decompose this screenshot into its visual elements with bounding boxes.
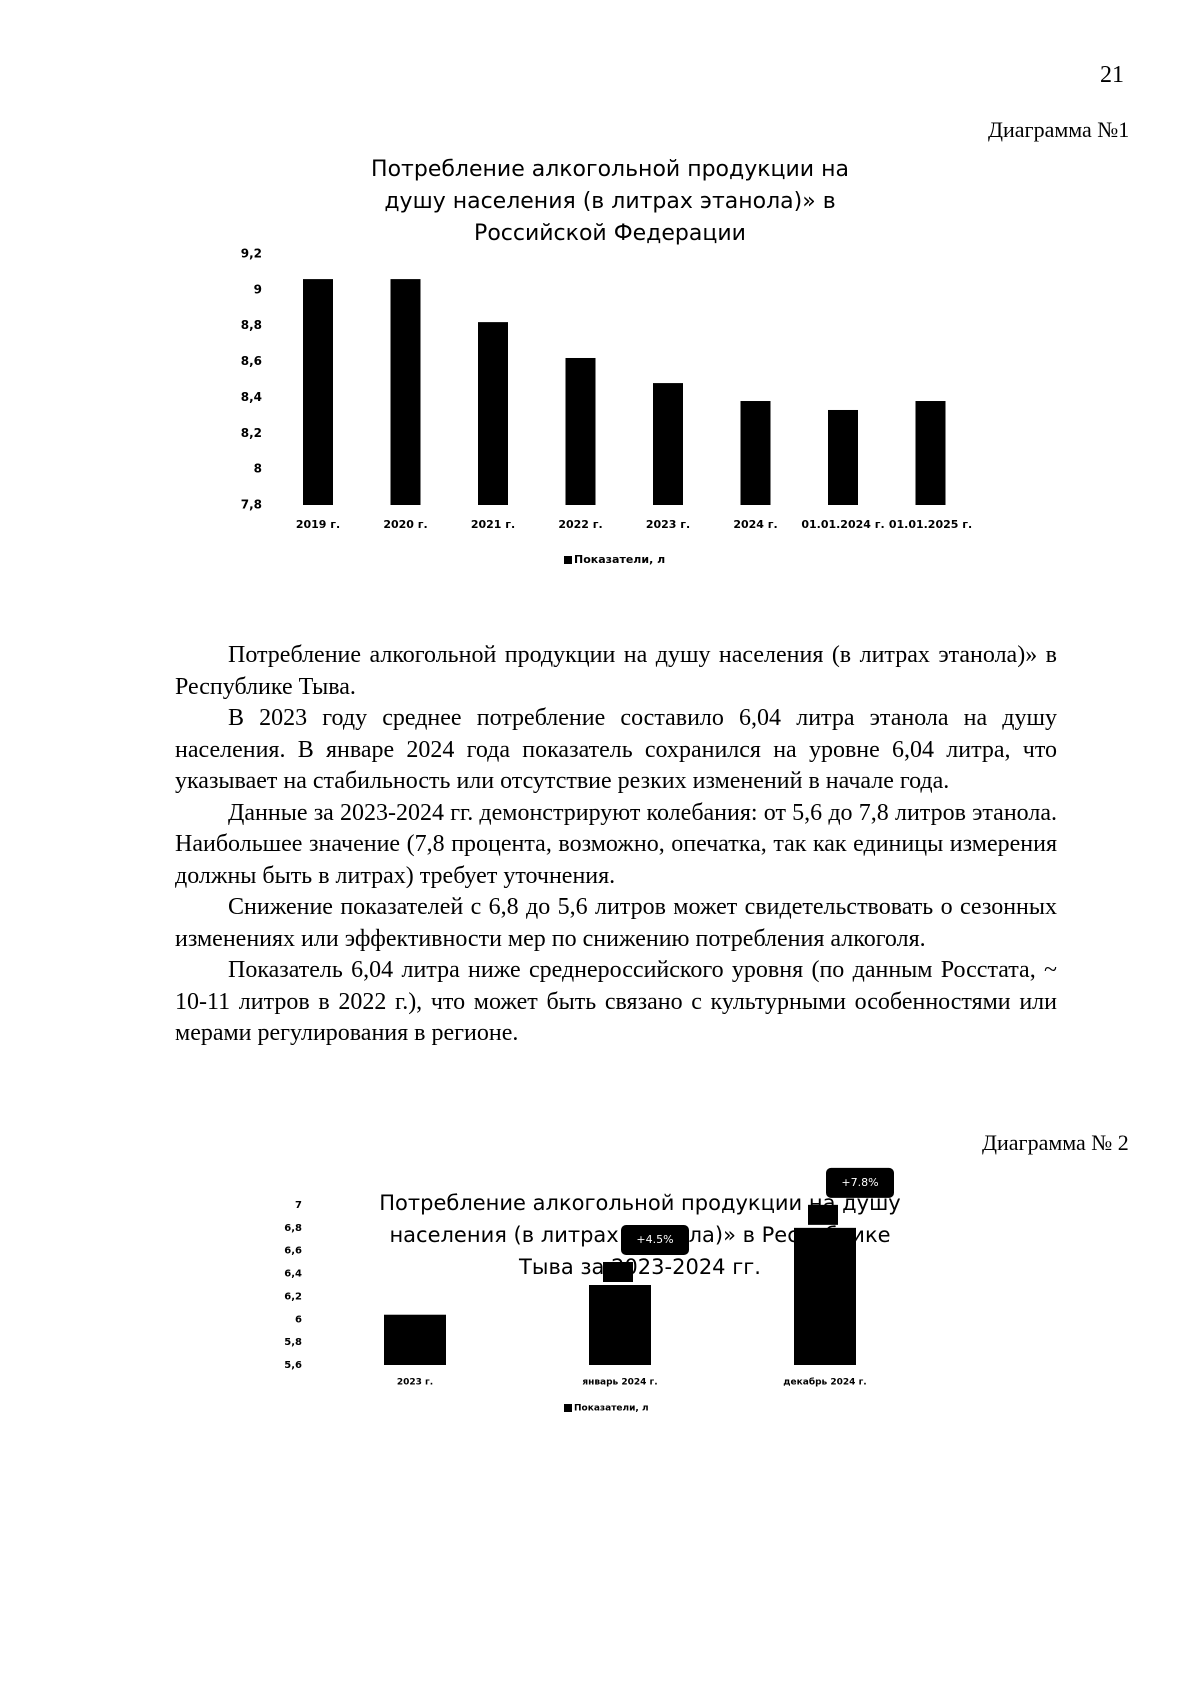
- legend-label: Показатели, л: [574, 553, 665, 566]
- bar: [565, 357, 596, 505]
- x-tick-label: 2024 г.: [733, 518, 777, 531]
- y-tick-label: 8: [254, 462, 262, 476]
- bar: [303, 279, 333, 505]
- x-tick-label: 01.01.2024 г.: [801, 518, 884, 531]
- y-tick-label: 5,6: [284, 1360, 302, 1371]
- y-tick-label: 6,4: [284, 1269, 302, 1280]
- diagram-label: Диаграмма №1: [988, 117, 1130, 142]
- legend-swatch: [564, 1404, 572, 1412]
- legend-swatch: [564, 556, 572, 564]
- body-text: Потребление алкогольной продукции на душ…: [175, 640, 1057, 1050]
- y-tick-label: 7: [295, 1200, 302, 1211]
- bar: [794, 1227, 856, 1365]
- paragraph: Данные за 2023-2024 гг. демонстрируют ко…: [175, 799, 1057, 889]
- y-tick-label: 8,4: [241, 390, 262, 404]
- paragraph: Снижение показателей с 6,8 до 5,6 литров…: [175, 894, 1057, 952]
- annotation: +4.5%: [636, 1233, 673, 1246]
- paragraph: Показатель 6,04 литра ниже среднероссийс…: [175, 957, 1057, 1046]
- paragraph: Потребление алкогольной продукции на душ…: [175, 642, 1057, 700]
- bar: [384, 1314, 446, 1365]
- x-tick-label: 2019 г.: [296, 518, 340, 531]
- annotation-marker: [603, 1262, 633, 1282]
- x-tick-label: 2021 г.: [471, 518, 515, 531]
- x-tick-label: 01.01.2025 г.: [889, 518, 972, 531]
- annotation-box: [621, 1225, 689, 1255]
- y-tick-label: 6,2: [284, 1291, 302, 1302]
- bar: [915, 401, 946, 505]
- x-tick-label: 2023 г.: [397, 1378, 433, 1388]
- annotation-box: [826, 1167, 894, 1198]
- y-tick-label: 7,8: [241, 498, 262, 512]
- bar: [589, 1285, 651, 1365]
- y-tick-label: 6,6: [284, 1246, 302, 1257]
- y-tick-label: 5,8: [284, 1337, 302, 1348]
- bar: [740, 401, 771, 505]
- paragraph: В 2023 году среднее потребление составил…: [175, 705, 1057, 794]
- y-tick-label: 6,8: [284, 1223, 302, 1234]
- x-tick-label: декабрь 2024 г.: [783, 1377, 866, 1388]
- x-tick-label: 2022 г.: [558, 518, 602, 531]
- page-number: 21: [1100, 62, 1124, 88]
- y-tick-label: 8,2: [241, 426, 262, 440]
- chart-title: Потребление алкогольной продукции на душ…: [371, 157, 849, 246]
- bar: [478, 322, 508, 505]
- bar: [390, 279, 421, 505]
- x-tick-label: январь 2024 г.: [582, 1378, 657, 1388]
- annotation: +7.8%: [841, 1176, 878, 1189]
- annotation-marker: [808, 1204, 838, 1225]
- x-tick-label: 2020 г.: [383, 518, 427, 531]
- bar: [653, 383, 683, 505]
- diagram-label: Диаграмма № 2: [982, 1130, 1129, 1155]
- y-tick-label: 9,2: [241, 247, 262, 261]
- legend-label: Показатели, л: [574, 1404, 649, 1414]
- y-tick-label: 9: [254, 282, 262, 296]
- y-tick-label: 8,8: [241, 318, 262, 332]
- y-tick-label: 6: [295, 1314, 302, 1325]
- x-tick-label: 2023 г.: [646, 518, 690, 531]
- bar: [828, 409, 858, 505]
- y-tick-label: 8,6: [241, 354, 262, 368]
